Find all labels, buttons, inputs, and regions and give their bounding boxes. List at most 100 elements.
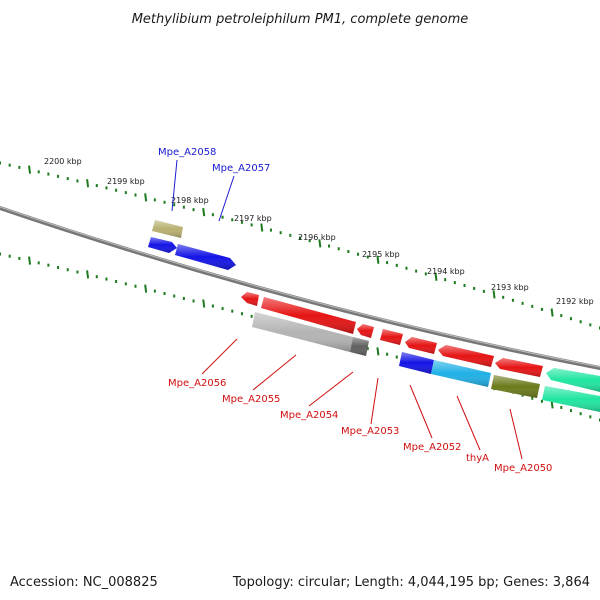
minor-tick: [192, 208, 195, 212]
minor-tick: [540, 307, 543, 311]
minor-tick: [37, 261, 40, 265]
leader-line: [509, 408, 523, 460]
forward-gene-labels: Mpe_A2058 Mpe_A2057: [158, 147, 270, 222]
minor-tick: [531, 304, 534, 308]
major-tick: [144, 193, 148, 202]
gene-label-mpe-a2053[interactable]: Mpe_A2053: [341, 426, 399, 437]
gene-unlabeled-red[interactable]: [241, 292, 259, 306]
minor-tick: [153, 289, 156, 293]
gene-mpe-a2058[interactable]: [152, 220, 183, 238]
minor-tick: [66, 268, 69, 272]
gene-mpe-a2050[interactable]: [491, 375, 540, 398]
gene-mpe-a2052[interactable]: [399, 352, 434, 374]
leader-line: [370, 377, 379, 425]
minor-tick: [395, 355, 398, 359]
gene-label-mpe-a2052[interactable]: Mpe_A2052: [403, 442, 461, 453]
scale-label: 2192 kbp: [556, 297, 594, 306]
major-tick: [86, 179, 90, 188]
minor-tick: [308, 239, 311, 243]
major-tick: [550, 308, 554, 317]
minor-tick: [18, 256, 21, 260]
minor-tick: [250, 223, 253, 227]
major-tick: [86, 270, 90, 279]
minor-tick: [240, 220, 243, 224]
minor-tick: [579, 320, 582, 324]
minor-tick: [386, 261, 389, 265]
minor-tick: [250, 314, 253, 318]
minor-tick: [47, 172, 50, 176]
minor-tick: [57, 174, 60, 178]
minor-tick: [279, 231, 282, 235]
major-tick: [376, 347, 380, 356]
gene-label-mpe-a2055[interactable]: Mpe_A2055: [222, 394, 280, 405]
leader-line: [252, 354, 297, 391]
gene-unlabeled-red[interactable]: [380, 329, 403, 345]
minor-tick: [502, 295, 505, 299]
minor-tick: [589, 415, 592, 419]
scale-label: 2193 kbp: [491, 283, 529, 292]
leader-line: [409, 384, 433, 439]
minor-tick: [124, 282, 127, 286]
minor-tick: [405, 266, 408, 270]
minor-tick: [105, 186, 108, 190]
minor-tick: [0, 161, 1, 165]
minor-tick: [173, 294, 176, 298]
gene-label-mpe-a2054[interactable]: Mpe_A2054: [280, 410, 338, 421]
gene-mpe-a2058-unlabeled-blue[interactable]: [148, 237, 177, 253]
gene-mpe-a2054[interactable]: [350, 337, 369, 356]
minor-tick: [424, 272, 427, 276]
minor-tick: [328, 244, 331, 248]
gene-label-mpe-a2057[interactable]: Mpe_A2057: [212, 163, 270, 174]
minor-tick: [115, 188, 118, 192]
minor-tick: [579, 412, 582, 416]
minor-tick: [560, 314, 563, 318]
minor-tick: [8, 163, 11, 167]
minor-tick: [8, 254, 11, 258]
scale-label: 2200 kbp: [44, 157, 82, 166]
minor-tick: [337, 247, 340, 251]
minor-tick: [57, 265, 60, 269]
minor-tick: [163, 200, 166, 204]
major-tick: [434, 272, 438, 281]
gene-unlabeled-red[interactable]: [405, 337, 437, 354]
map-title: Methylibium petroleiphilum PM1, complete…: [132, 12, 469, 27]
genome-summary-text: Topology: circular; Length: 4,044,195 bp…: [232, 575, 590, 590]
minor-tick: [47, 263, 50, 267]
gene-unlabeled-red[interactable]: [495, 358, 543, 377]
minor-tick: [163, 292, 166, 296]
leader-line: [201, 338, 238, 375]
minor-tick: [444, 278, 447, 282]
minor-tick: [18, 165, 21, 169]
gene-label-mpe-a2058[interactable]: Mpe_A2058: [158, 147, 216, 158]
gene-label-thya[interactable]: thyA: [466, 453, 489, 464]
minor-tick: [211, 304, 214, 308]
gene-unlabeled-red[interactable]: [357, 324, 374, 338]
minor-tick: [569, 409, 572, 413]
minor-tick: [560, 405, 563, 409]
minor-tick: [182, 296, 185, 300]
minor-tick: [289, 233, 292, 237]
accession-text: Accession: NC_008825: [10, 575, 158, 590]
minor-tick: [569, 317, 572, 321]
minor-tick: [0, 252, 1, 256]
gene-unlabeled-teal[interactable]: [542, 386, 600, 412]
major-tick: [202, 299, 206, 308]
minor-tick: [134, 284, 137, 288]
major-tick: [376, 255, 380, 264]
minor-tick: [269, 228, 272, 232]
minor-tick: [95, 275, 98, 279]
scale-label: 2194 kbp: [427, 267, 465, 276]
forward-tick-track: [0, 161, 600, 330]
minor-tick: [415, 269, 418, 273]
scale-label: 2197 kbp: [234, 214, 272, 223]
scale-label: 2196 kbp: [298, 233, 336, 242]
minor-tick: [463, 283, 466, 287]
scale-labels: 2200 kbp 2199 kbp 2198 kbp 2197 kbp 2196…: [44, 157, 594, 306]
gene-label-mpe-a2056[interactable]: Mpe_A2056: [168, 378, 226, 389]
leader-line: [456, 395, 481, 451]
minor-tick: [347, 250, 350, 254]
gene-label-mpe-a2050[interactable]: Mpe_A2050: [494, 463, 552, 474]
minor-tick: [473, 286, 476, 290]
minor-tick: [124, 191, 127, 195]
